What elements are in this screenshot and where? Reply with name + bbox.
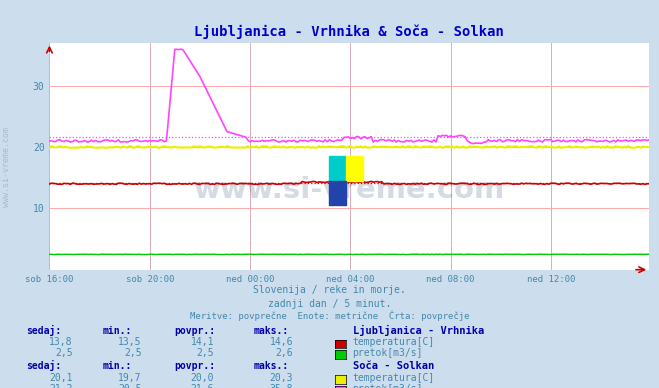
Text: www.si-vreme.com: www.si-vreme.com [2,127,11,207]
Text: 21,2: 21,2 [49,384,72,388]
Text: maks.:: maks.: [254,326,289,336]
Text: 13,8: 13,8 [49,337,72,347]
Text: zadnji dan / 5 minut.: zadnji dan / 5 minut. [268,298,391,308]
Text: povpr.:: povpr.: [175,326,215,336]
Text: pretok[m3/s]: pretok[m3/s] [353,384,423,388]
Text: temperatura[C]: temperatura[C] [353,373,435,383]
Text: 14,1: 14,1 [190,337,214,347]
Text: min.:: min.: [102,361,132,371]
Text: sedaj:: sedaj: [26,360,61,371]
Text: Meritve: povprečne  Enote: metrične  Črta: povprečje: Meritve: povprečne Enote: metrične Črta:… [190,310,469,321]
Text: 13,5: 13,5 [118,337,142,347]
Bar [330,181,346,205]
Text: 19,7: 19,7 [118,373,142,383]
Text: sedaj:: sedaj: [26,325,61,336]
Text: www.si-vreme.com: www.si-vreme.com [194,176,505,204]
Text: 2,5: 2,5 [124,348,142,358]
Text: 20,1: 20,1 [49,373,72,383]
Text: 2,5: 2,5 [196,348,214,358]
Text: 20,0: 20,0 [190,373,214,383]
Text: 20,3: 20,3 [270,373,293,383]
Text: 35,8: 35,8 [270,384,293,388]
Text: Slovenija / reke in morje.: Slovenija / reke in morje. [253,285,406,295]
Bar [346,156,363,181]
Text: temperatura[C]: temperatura[C] [353,337,435,347]
Text: 20,5: 20,5 [118,384,142,388]
Text: pretok[m3/s]: pretok[m3/s] [353,348,423,358]
Text: povpr.:: povpr.: [175,361,215,371]
Text: 2,6: 2,6 [275,348,293,358]
Bar [330,156,346,181]
Text: Soča - Solkan: Soča - Solkan [353,361,434,371]
Text: 2,5: 2,5 [55,348,72,358]
Text: Ljubljanica - Vrhnika: Ljubljanica - Vrhnika [353,325,484,336]
Text: 14,6: 14,6 [270,337,293,347]
Text: min.:: min.: [102,326,132,336]
Title: Ljubljanica - Vrhnika & Soča - Solkan: Ljubljanica - Vrhnika & Soča - Solkan [194,24,504,39]
Text: maks.:: maks.: [254,361,289,371]
Text: 21,6: 21,6 [190,384,214,388]
